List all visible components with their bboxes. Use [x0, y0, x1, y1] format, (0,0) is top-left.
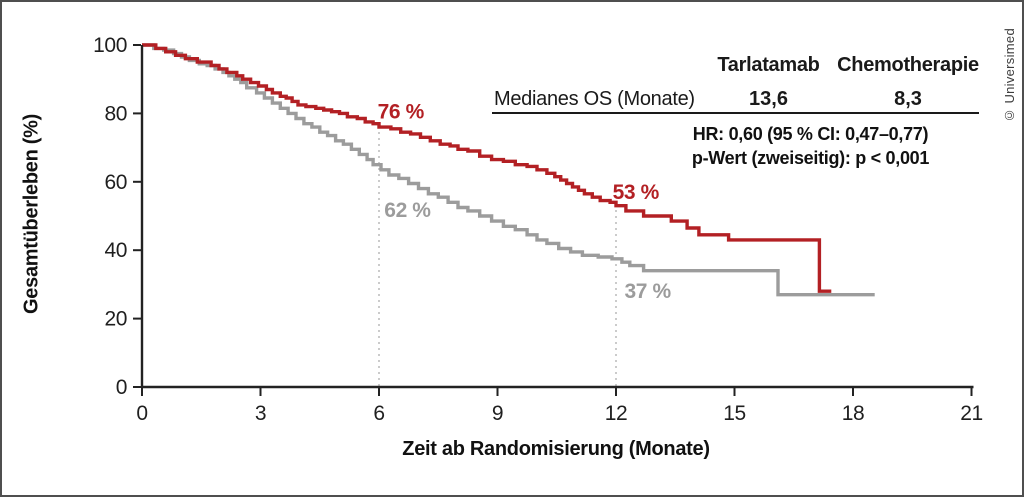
y-tick-label-80: 80 [104, 102, 127, 125]
y-tick-label-60: 60 [104, 171, 127, 194]
x-tick-label-18: 18 [842, 402, 865, 425]
y-tick-label-20: 20 [104, 308, 127, 331]
annotation-76pct: 76 % [378, 101, 425, 124]
y-axis-title: Gesamtüberleben (%) [20, 114, 43, 314]
x-tick-label-9: 9 [492, 402, 503, 425]
x-tick-label-0: 0 [136, 402, 147, 425]
annotation-53pct: 53 % [613, 181, 660, 204]
p-value-text: p-Wert (zweiseitig): p < 0,001 [691, 148, 930, 168]
median-os-value-chemotherapie: 8,3 [894, 88, 922, 110]
legend-label-chemotherapie: Chemotherapie [837, 54, 979, 76]
x-tick-label-21: 21 [960, 402, 983, 425]
legend-label-tarlatamab: Tarlatamab [717, 54, 820, 76]
x-tick-label-3: 3 [255, 402, 266, 425]
median-os-row-label: Medianes OS (Monate) [494, 88, 695, 110]
x-tick-label-15: 15 [723, 402, 746, 425]
curve-tarlatamab [142, 43, 832, 293]
annotation-37pct: 37 % [624, 280, 671, 303]
y-tick-label-40: 40 [104, 239, 127, 262]
annotation-62pct: 62 % [384, 199, 431, 222]
stats-table-divider [492, 112, 979, 114]
x-axis-title: Zeit ab Randomisierung (Monate) [402, 438, 710, 460]
y-tick-label-100: 100 [93, 34, 127, 57]
hazard-ratio-text: HR: 0,60 (95 % CI: 0,47–0,77) [692, 124, 929, 144]
median-os-value-tarlatamab: 13,6 [749, 88, 788, 110]
x-tick-label-12: 12 [605, 402, 628, 425]
x-tick-label-6: 6 [373, 402, 384, 425]
y-tick-label-0: 0 [116, 376, 127, 399]
copyright-credit: © Universimed [1002, 28, 1017, 123]
